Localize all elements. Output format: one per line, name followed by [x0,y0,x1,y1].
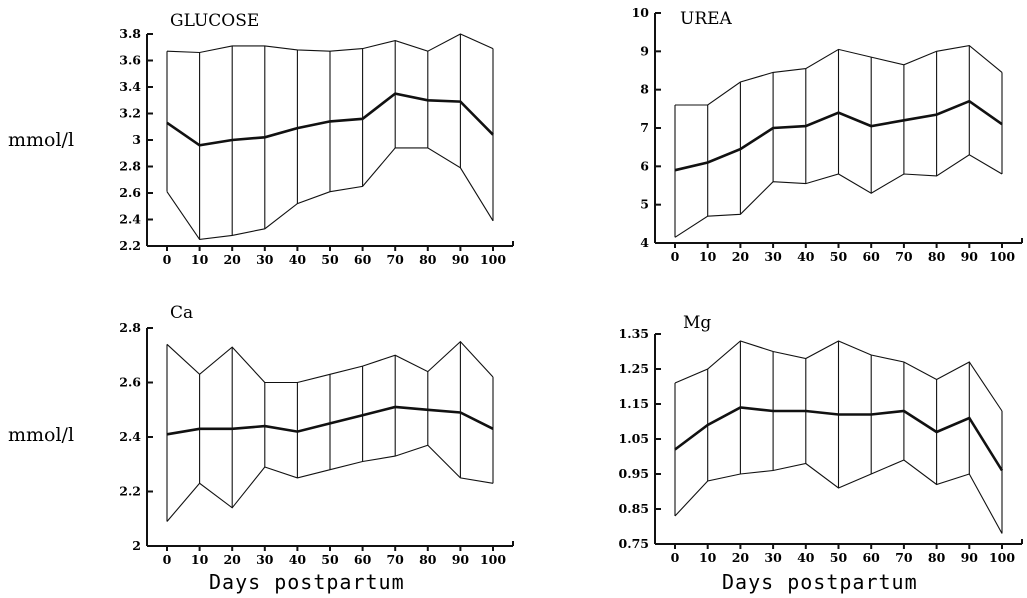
urea-lower-line [674,154,1003,238]
urea-title: UREA [680,9,733,29]
urea-xtick-label: 10 [699,249,717,264]
ca-ytick-label: 2 [132,538,141,553]
glucose-ytick-label: 3.6 [119,53,141,68]
ca-ytick-label: 2.4 [119,429,141,444]
glucose-mean-line [166,92,494,147]
glucose-ytick-label: 3 [132,132,141,147]
urea-xtick-label: 70 [895,249,913,264]
glucose-xtick-label: 90 [452,252,470,267]
ca-xtick-label: 80 [419,552,437,567]
ca-xtick-label: 90 [452,552,470,567]
ca-xtick-label: 60 [354,552,372,567]
ca-xtick-label: 10 [191,552,209,567]
ca-mean-line [166,405,494,436]
urea-upper-line [675,45,1003,106]
mg-title: Mg [683,313,711,333]
urea-xtick-label: 90 [961,249,979,264]
urea-ytick-label: 8 [640,82,649,97]
mg-xtick-label: 10 [699,550,717,565]
glucose-ytick-label: 2.8 [119,159,141,174]
urea-mean-line [674,99,1003,172]
urea-xtick-label: 40 [797,249,815,264]
glucose-xtick-label: 80 [419,252,437,267]
glucose-ytick-label: 3.4 [119,79,141,94]
urea-xtick-label: 0 [671,249,680,264]
mg-ytick-label: 0.85 [619,501,649,516]
mg-ytick-label: 1.35 [619,326,649,341]
glucose-xtick-label: 20 [223,252,241,267]
ca-xtick-label: 20 [223,552,241,567]
mg-lower-line [674,459,1003,534]
glucose-title: GLUCOSE [170,11,259,31]
glucose-xtick-label: 60 [354,252,372,267]
mg-mean-line [674,406,1004,472]
ca-ytick-label: 2.6 [119,375,141,390]
mg-xtick-label: 90 [961,550,979,565]
ca-xtick-label: 30 [256,552,274,567]
mg-xtick-label: 40 [797,550,815,565]
urea-xtick-label: 30 [764,249,782,264]
ca-xtick-label: 40 [289,552,307,567]
mg-upper-line [674,340,1003,412]
ca-xtick-label: 50 [321,552,339,567]
ca-title: Ca [170,303,193,323]
urea-ytick-label: 5 [640,197,649,212]
panel-glucose: 2.2 2.4 2.6 2.8 3 3.2 3.4 3.6 3.8 0 10 20 30 40 50 60 70… [8,11,514,267]
urea-xtick-label: 80 [928,249,946,264]
glucose-ytick-label: 3.8 [119,26,141,41]
ca-lower-line [166,444,494,522]
glucose-ytick-label: 2.4 [119,212,141,227]
glucose-xtick-label: 100 [480,252,506,267]
mg-xtick-label: 30 [764,550,782,565]
urea-ytick-label: 4 [640,235,649,250]
glucose-ytick-label: 2.2 [119,238,141,253]
ca-upper-line [166,340,494,384]
mg-xtick-label: 80 [928,550,946,565]
glucose-ytick-label: 2.6 [119,185,141,200]
glucose-xtick-label: 0 [163,252,172,267]
ca-ylabel: mmol/l [8,424,74,446]
panel-ca: 2 2.2 2.4 2.6 2.8 0 10 20 30 40 50 60 70 80 90 100 Ca mmo… [8,303,514,594]
ca-ytick-label: 2.8 [119,320,141,335]
mg-ytick-label: 1.25 [619,361,649,376]
mg-ytick-label: 0.75 [619,536,649,551]
mg-xtick-label: 50 [830,550,848,565]
urea-xtick-label: 100 [989,249,1015,264]
urea-xtick-label: 60 [862,249,880,264]
panel-mg: 0.75 0.85 0.95 1.05 1.15 1.25 1.35 0 10 20 30 40 50 6… [619,313,1023,594]
ca-xtick-label: 0 [163,552,172,567]
glucose-upper-line [166,33,494,54]
mg-xtick-label: 0 [671,550,680,565]
mg-xtick-label: 100 [989,550,1015,565]
glucose-lower-line [166,147,494,240]
mg-xtick-label: 60 [862,550,880,565]
urea-xtick-label: 20 [732,249,750,264]
glucose-xtick-label: 50 [321,252,339,267]
urea-ytick-label: 6 [640,158,649,173]
glucose-xtick-label: 10 [191,252,209,267]
mg-xlabel: Days postpartum [722,570,918,594]
ca-ytick-label: 2.2 [119,484,141,499]
ca-xlabel: Days postpartum [209,570,405,594]
ca-xtick-label: 70 [386,552,404,567]
glucose-ylabel: mmol/l [8,129,74,151]
mg-xtick-label: 20 [732,550,750,565]
mg-ytick-label: 0.95 [619,466,649,481]
urea-xtick-label: 50 [830,249,848,264]
mg-xtick-label: 70 [895,550,913,565]
glucose-xtick-label: 40 [289,252,307,267]
glucose-ytick-label: 3.2 [119,106,141,121]
glucose-xtick-label: 30 [256,252,274,267]
urea-ytick-label: 9 [640,43,649,58]
mg-ytick-label: 1.15 [619,396,649,411]
ca-xtick-label: 100 [480,552,506,567]
urea-ytick-label: 10 [632,5,650,20]
glucose-xtick-label: 70 [386,252,404,267]
urea-ytick-label: 7 [640,120,649,135]
mg-ytick-label: 1.05 [619,431,649,446]
